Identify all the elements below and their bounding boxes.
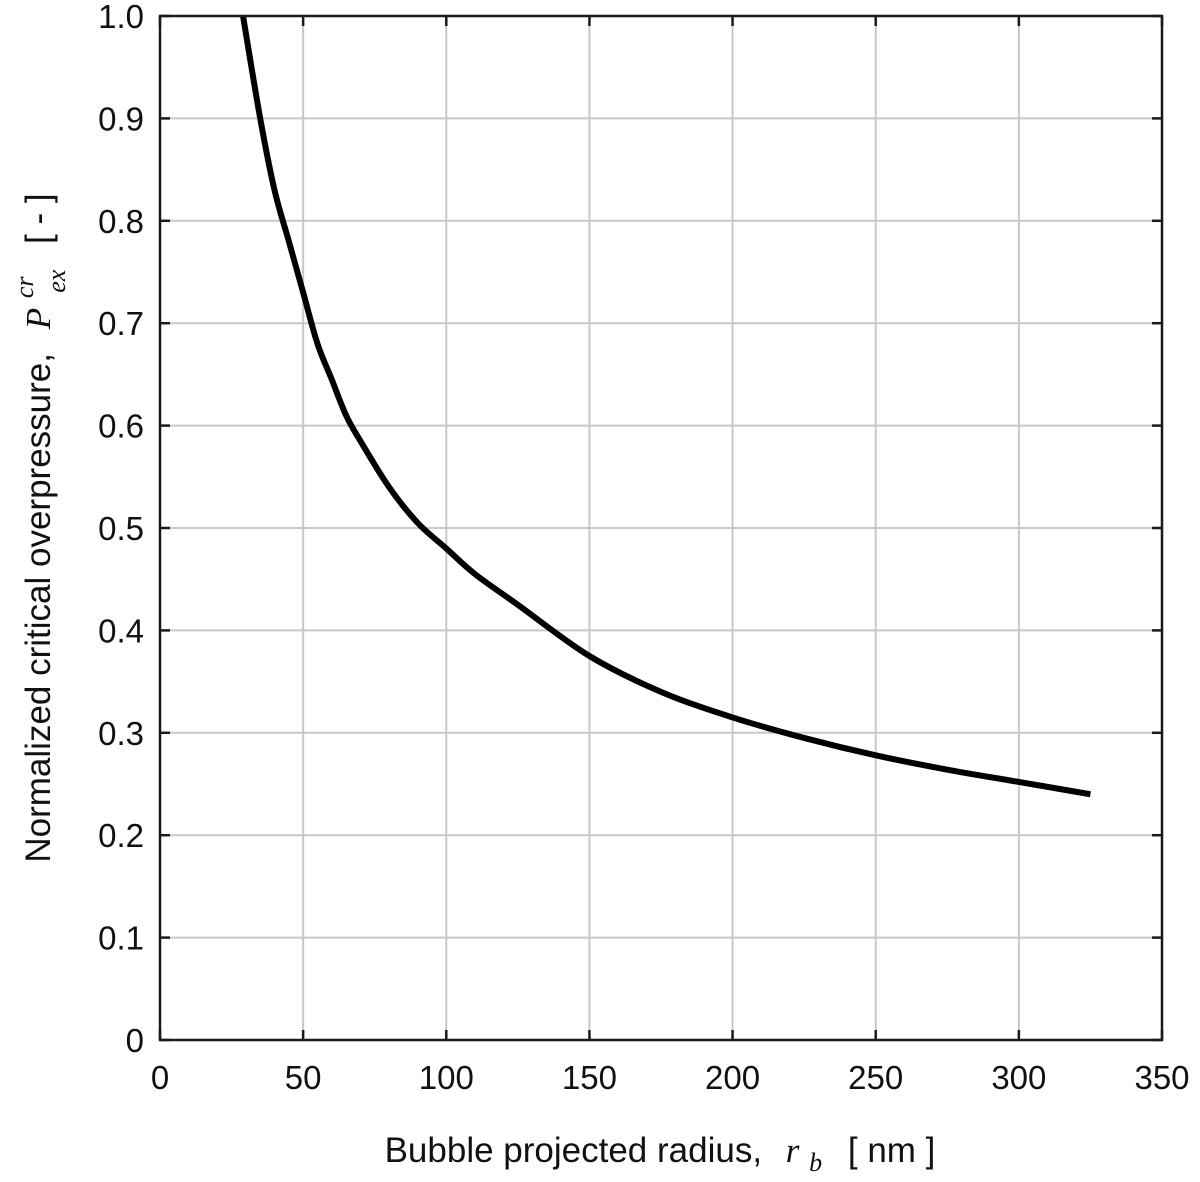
plot-frame (158, 14, 1164, 1042)
x-tick-label: 50 (285, 1059, 322, 1096)
x-tick-labels: 0 50 100 150 200 250 300 350 (151, 1059, 1190, 1096)
x-tick-label: 300 (991, 1059, 1046, 1096)
y-tick-label: 0.1 (98, 920, 144, 957)
y-axis-label-text: Normalized critical overpressure, (19, 353, 58, 863)
x-axis-label-text: Bubble projected radius, (385, 1131, 762, 1170)
y-tick-label: 0.9 (98, 100, 144, 137)
y-tick-label: 0 (126, 1022, 144, 1059)
x-axis-symbol-subscript: b (809, 1148, 822, 1177)
y-tick-label: 0.3 (98, 715, 144, 752)
x-tick-label: 100 (419, 1059, 474, 1096)
y-tick-label: 0.7 (98, 305, 144, 342)
x-axis-label: Bubble projected radius, r b [ nm ] (385, 1131, 936, 1179)
x-axis-symbol: r (786, 1131, 800, 1170)
series-layer (240, 15, 1091, 798)
x-tick-label: 200 (705, 1059, 760, 1096)
y-tick-label: 0.5 (98, 510, 144, 547)
y-tick-label: 0.8 (98, 203, 144, 240)
axis-ticks (158, 14, 1164, 1042)
y-tick-label: 0.2 (98, 817, 144, 854)
x-tick-label: 350 (1134, 1059, 1189, 1096)
y-tick-label: 0.4 (98, 612, 144, 649)
grid (160, 16, 1162, 1040)
x-tick-label: 0 (151, 1059, 169, 1096)
x-axis-unit: [ nm ] (848, 1131, 936, 1170)
y-axis-symbol-subscript: ex (42, 269, 71, 293)
y-axis-unit: [ - ] (19, 193, 58, 244)
x-tick-label: 250 (848, 1059, 903, 1096)
series-line (240, 15, 1091, 798)
y-tick-labels: 0 0.1 0.2 0.3 0.4 0.5 0.6 0.7 0.8 0.9 1.0 (98, 0, 144, 1059)
y-axis-symbol-superscript: cr (10, 276, 39, 299)
y-tick-label: 1.0 (98, 0, 144, 35)
y-tick-label: 0.6 (98, 408, 144, 445)
y-axis-label: Normalized critical overpressure, P cr e… (2, 193, 73, 862)
x-tick-label: 150 (562, 1059, 617, 1096)
y-axis-symbol: P (19, 308, 58, 330)
